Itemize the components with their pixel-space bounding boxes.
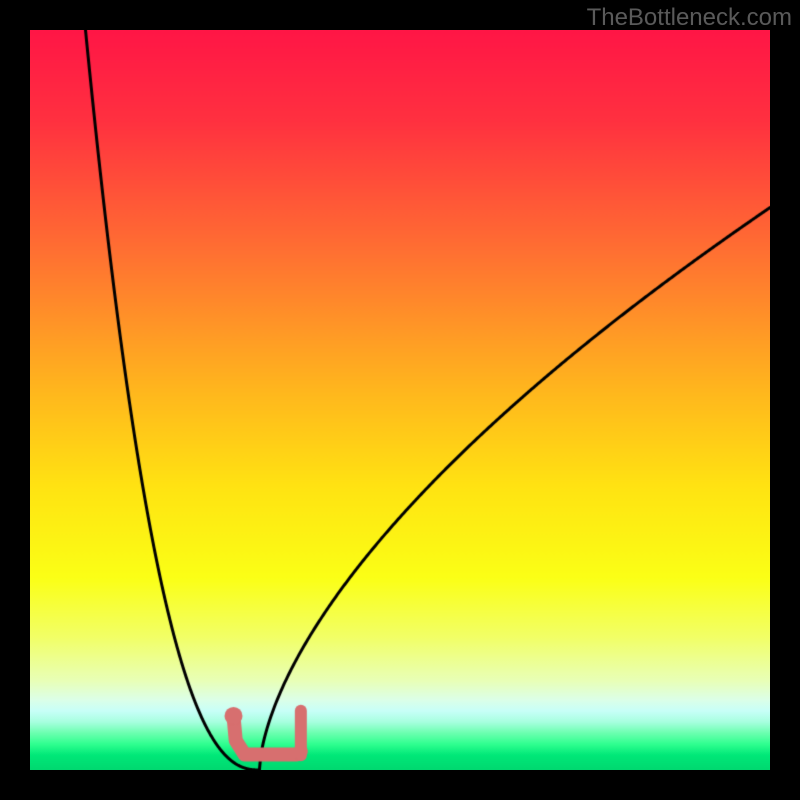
watermark-text: TheBottleneck.com xyxy=(587,4,792,32)
bottleneck-chart xyxy=(30,30,770,770)
